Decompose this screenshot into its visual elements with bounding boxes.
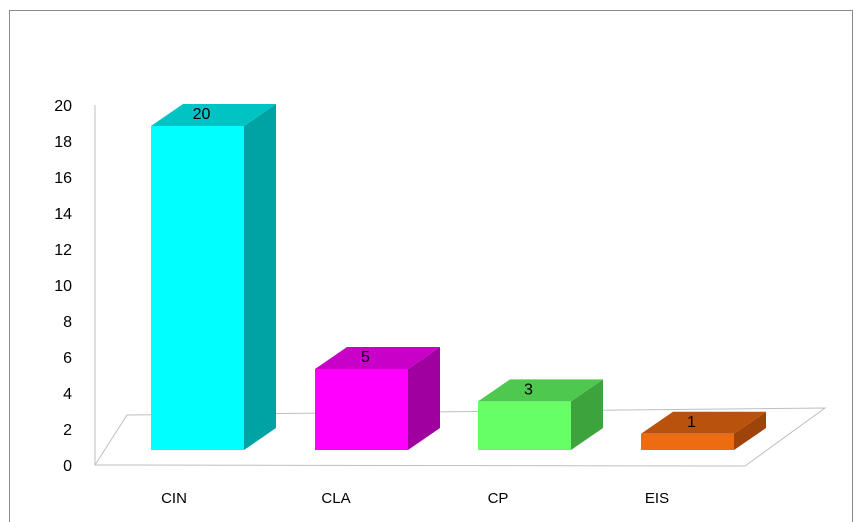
y-tick-label: 0 xyxy=(63,458,72,475)
data-label: 5 xyxy=(361,349,370,366)
bar-cla xyxy=(315,347,440,450)
y-tick-label: 14 xyxy=(54,206,72,223)
bar-cp xyxy=(478,379,603,450)
data-label: 1 xyxy=(687,414,696,431)
bar-front-face xyxy=(641,433,734,450)
bar-side-face xyxy=(244,104,276,450)
y-tick-label: 8 xyxy=(63,314,72,331)
y-tick-label: 18 xyxy=(54,134,72,151)
y-tick-label: 2 xyxy=(63,422,72,439)
bar-top-face xyxy=(315,347,440,369)
category-label: CP xyxy=(488,490,509,507)
data-label: 3 xyxy=(524,381,533,398)
y-tick-label: 16 xyxy=(54,170,72,187)
bar-side-face xyxy=(571,379,603,450)
data-label: 20 xyxy=(193,106,211,123)
chart-frame xyxy=(9,10,853,522)
y-tick-label: 4 xyxy=(63,386,72,403)
y-tick-label: 12 xyxy=(54,242,72,259)
bar-side-face xyxy=(734,411,766,450)
bar-front-face xyxy=(315,369,408,450)
category-label: CIN xyxy=(161,490,187,507)
bar-side-face xyxy=(408,347,440,450)
bar-front-face xyxy=(478,401,571,450)
category-label: EIS xyxy=(645,490,669,507)
category-label: CLA xyxy=(321,490,350,507)
y-tick-label: 20 xyxy=(54,98,72,115)
bar-front-face xyxy=(151,126,244,450)
floor-plane xyxy=(94,407,827,467)
bar-top-face xyxy=(641,411,766,434)
bar-cin xyxy=(151,104,276,450)
bar-eis xyxy=(641,411,766,450)
bar-top-face xyxy=(478,379,603,402)
y-tick-label: 10 xyxy=(54,278,72,295)
bar-top-face xyxy=(151,104,276,126)
y-tick-label: 6 xyxy=(63,350,72,367)
